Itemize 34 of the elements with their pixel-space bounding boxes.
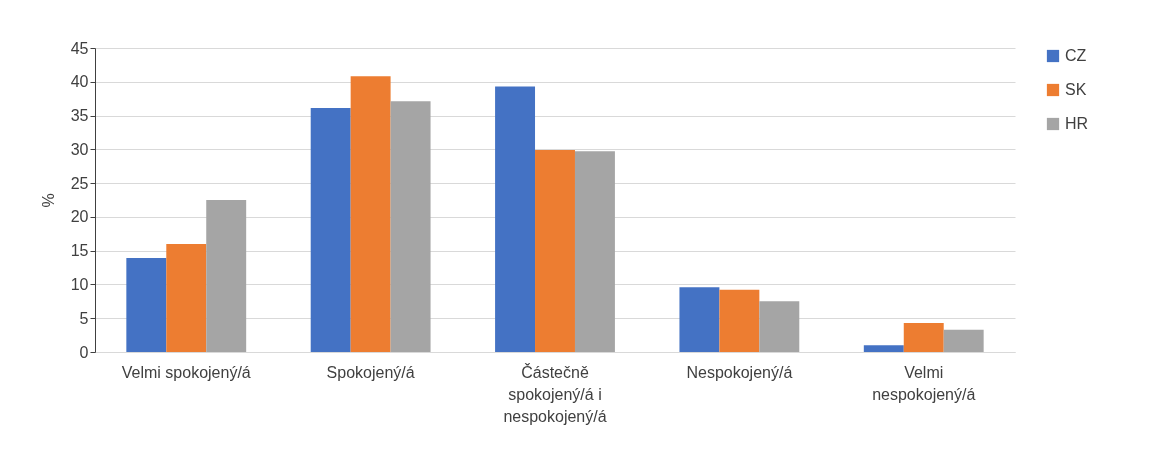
y-tick-label: 15 bbox=[70, 242, 89, 260]
bar bbox=[719, 289, 760, 352]
bar bbox=[903, 322, 944, 352]
y-tick-label: 45 bbox=[70, 39, 89, 57]
legend-label: SK bbox=[1065, 81, 1087, 98]
bar bbox=[495, 86, 536, 352]
x-tick-label: Částečně spokojený/á i nespokojený/á bbox=[503, 362, 607, 425]
bar bbox=[206, 200, 247, 352]
bar bbox=[574, 151, 615, 352]
bar bbox=[126, 258, 167, 352]
legend-label: HR bbox=[1065, 115, 1089, 132]
y-tick-label: 5 bbox=[79, 309, 89, 327]
y-tick-label: 20 bbox=[70, 208, 89, 226]
y-tick-label: 10 bbox=[70, 275, 89, 293]
x-tick-label: Spokojený/á bbox=[326, 363, 415, 381]
bar bbox=[943, 329, 984, 352]
bar bbox=[310, 108, 351, 352]
x-tick-label: Nespokojený/á bbox=[686, 363, 793, 381]
bar bbox=[679, 287, 720, 352]
x-tick-label: Velmi spokojený/á bbox=[121, 363, 251, 381]
y-tick-label: 40 bbox=[70, 73, 89, 91]
bar bbox=[535, 150, 575, 352]
bar bbox=[759, 301, 800, 352]
y-tick-label: 35 bbox=[70, 107, 89, 125]
bar bbox=[350, 76, 391, 352]
legend-label: CZ bbox=[1065, 47, 1087, 64]
bar bbox=[166, 243, 207, 352]
x-tick-label: Velmi nespokojený/á bbox=[872, 363, 976, 403]
y-tick-label: 0 bbox=[79, 343, 89, 361]
bar bbox=[390, 101, 431, 352]
y-axis-title: % bbox=[39, 193, 57, 208]
bar bbox=[863, 345, 904, 352]
y-tick-label: 30 bbox=[70, 140, 89, 158]
y-tick-label: 25 bbox=[70, 174, 89, 192]
